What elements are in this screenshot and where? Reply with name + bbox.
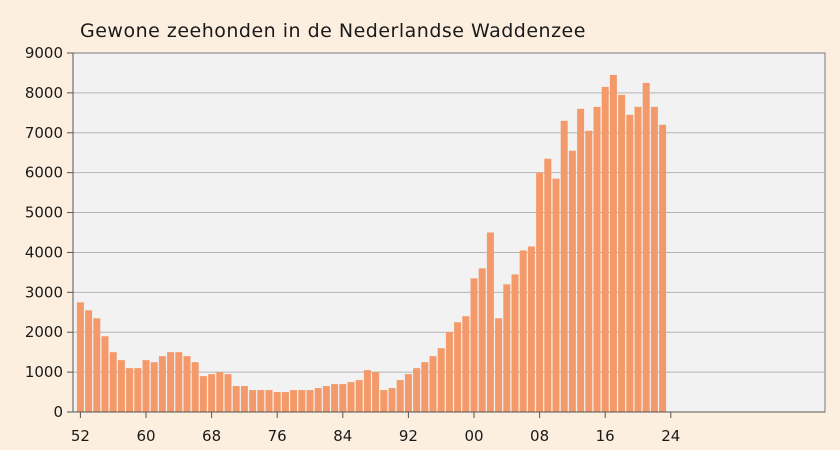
- bar: 1958: 1100: [126, 368, 134, 412]
- x-tick-label: 68: [202, 427, 221, 445]
- x-tick-label: 16: [596, 427, 615, 445]
- bar: 1978: 550: [290, 390, 298, 412]
- bar: 1954: 2350: [93, 318, 101, 412]
- bar: 1985: 750: [347, 382, 355, 412]
- bar: 2014: 7050: [585, 130, 593, 413]
- bar: 1956: 1500: [109, 352, 117, 412]
- chart-title: Gewone zeehonden in de Nederlandse Wadde…: [80, 20, 586, 42]
- x-tick-label: 08: [530, 427, 549, 445]
- bar: 2018: 7950: [618, 94, 626, 412]
- bar: 1983: 700: [331, 384, 339, 412]
- bar: 2002: 4500: [486, 232, 494, 412]
- bar: 2010: 5850: [552, 178, 560, 412]
- bar: 1987: 1050: [363, 370, 371, 412]
- y-tick-label: 6000: [25, 164, 63, 182]
- bar: 1965: 1400: [183, 356, 191, 412]
- bar: 1982: 650: [322, 386, 330, 412]
- bars: 1952: 27501953: 25501954: 23501955: 1900…: [76, 74, 667, 413]
- bar: 2009: 6350: [544, 158, 552, 412]
- bar: 2016: 8150: [601, 86, 609, 413]
- x-tick-label: 76: [268, 427, 287, 445]
- bar: 1977: 500: [281, 392, 289, 412]
- bar: 2005: 3450: [511, 274, 519, 412]
- bar: 2017: 8450: [609, 74, 617, 412]
- bar: 1968: 950: [208, 374, 216, 412]
- bar: 1969: 1000: [216, 372, 224, 412]
- bar: 1971: 650: [232, 386, 240, 412]
- x-tick-label: 24: [661, 427, 680, 445]
- bar: 1997: 2000: [445, 332, 453, 412]
- bar: 2021: 8250: [642, 82, 650, 413]
- bar: 1957: 1300: [117, 360, 125, 412]
- x-tick-label: 84: [333, 427, 352, 445]
- x-tick-labels: 52 60 68 76 84 92 00 08 16 24: [71, 427, 680, 445]
- bar: 1975: 550: [265, 390, 273, 412]
- bar: 2023: 7200: [659, 124, 667, 413]
- bar: 2020: 7650: [634, 106, 642, 412]
- bar: 2012: 6550: [568, 150, 576, 412]
- bar: 2019: 7450: [626, 114, 634, 413]
- bar: 2015: 7650: [593, 106, 601, 412]
- bar: 1998: 2250: [454, 322, 462, 412]
- bar: 1989: 550: [380, 390, 388, 412]
- bar: 2004: 3200: [503, 284, 511, 412]
- x-tick-label: 52: [71, 427, 90, 445]
- bar: 2006: 4050: [519, 250, 527, 412]
- y-tick-label: 1000: [25, 363, 63, 381]
- y-tick-label: 9000: [25, 44, 63, 62]
- x-tick-label: 92: [399, 427, 418, 445]
- bar: 1961: 1250: [150, 362, 158, 412]
- y-tick-label: 7000: [25, 124, 63, 142]
- bar: 2001: 3600: [478, 268, 486, 412]
- bar: 1995: 1400: [429, 356, 437, 412]
- x-tick-label: 60: [136, 427, 155, 445]
- bar: 2011: 7300: [560, 120, 568, 413]
- bar: 1980: 550: [306, 390, 314, 412]
- bar: 1953: 2550: [85, 310, 93, 412]
- bar: 1966: 1250: [191, 362, 199, 412]
- bar: 1999: 2400: [462, 316, 470, 412]
- bar: 1994: 1250: [421, 362, 429, 412]
- bar: 1972: 650: [240, 386, 248, 412]
- bar: 1962: 1400: [158, 356, 166, 412]
- bar: 1976: 500: [273, 392, 281, 412]
- bar: 1955: 1900: [101, 336, 109, 412]
- bar: 1952: 2750: [76, 302, 84, 412]
- y-tick-label: 0: [53, 403, 63, 421]
- bar: 1988: 1000: [372, 372, 380, 412]
- bar: 1963: 1500: [167, 352, 175, 412]
- bar: 1967: 900: [199, 376, 207, 412]
- bar: 1973: 550: [249, 390, 257, 412]
- bar: 1970: 950: [224, 374, 232, 412]
- bar: 1992: 950: [404, 374, 412, 412]
- y-tick-labels: 0 1000 2000 3000 4000 5000 6000 7000 8000 9000: [25, 44, 63, 421]
- bar: 2022: 7650: [650, 106, 658, 412]
- bar: 1960: 1300: [142, 360, 150, 412]
- bar: 1991: 800: [396, 380, 404, 412]
- bar: 1964: 1500: [175, 352, 183, 412]
- bar: 1981: 600: [314, 388, 322, 412]
- bar: 1986: 800: [355, 380, 363, 412]
- y-tick-label: 3000: [25, 283, 63, 301]
- bar: 1990: 600: [388, 388, 396, 412]
- bar: 2013: 7600: [577, 108, 585, 412]
- bar: 1959: 1100: [134, 368, 142, 412]
- bar: 1974: 550: [257, 390, 265, 412]
- bar: 1979: 550: [298, 390, 306, 412]
- bar: 1996: 1600: [437, 348, 445, 412]
- axes: [72, 53, 825, 418]
- y-tick-label: 2000: [25, 323, 63, 341]
- bar: 2003: 2350: [495, 318, 503, 412]
- bar: 1993: 1100: [413, 368, 421, 412]
- x-tick-label: 00: [464, 427, 483, 445]
- y-tick-label: 8000: [25, 84, 63, 102]
- bar: 1984: 700: [339, 384, 347, 412]
- bar: 2007: 4150: [527, 246, 535, 412]
- y-tick-label: 5000: [25, 204, 63, 222]
- bar: 2000: 3350: [470, 278, 478, 412]
- y-tick-label: 4000: [25, 243, 63, 261]
- bar: 2008: 6000: [536, 172, 544, 412]
